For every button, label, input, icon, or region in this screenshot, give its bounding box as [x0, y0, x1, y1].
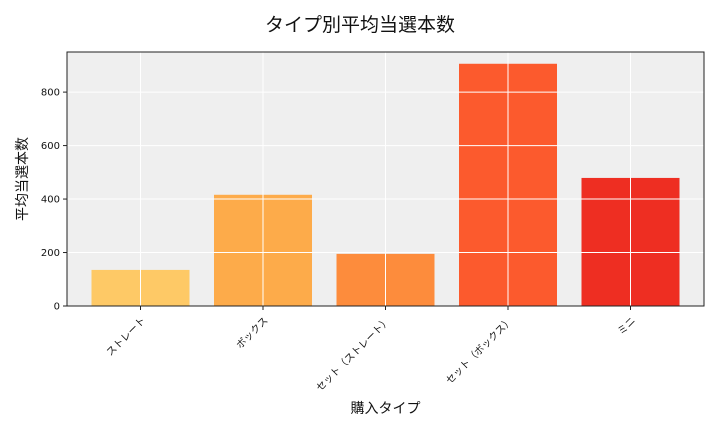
y-tick-label: 200: [41, 248, 60, 259]
x-tick-label: ミニ: [616, 315, 638, 337]
y-axis-label: 平均当選本数: [15, 137, 31, 221]
x-tick-label: セット（ストレート）: [314, 315, 393, 394]
x-tick-label: ストレート: [105, 315, 148, 358]
chart-title: タイプ別平均当選本数: [264, 14, 455, 36]
x-tick-label: ボックス: [234, 315, 271, 352]
x-tick-label: セット（ボックス）: [444, 315, 516, 387]
y-tick-label: 400: [41, 195, 60, 206]
y-tick-label: 0: [54, 302, 60, 313]
y-tick-label: 600: [41, 141, 60, 152]
x-axis-label: 購入タイプ: [351, 401, 421, 417]
y-tick-label: 800: [41, 88, 60, 99]
